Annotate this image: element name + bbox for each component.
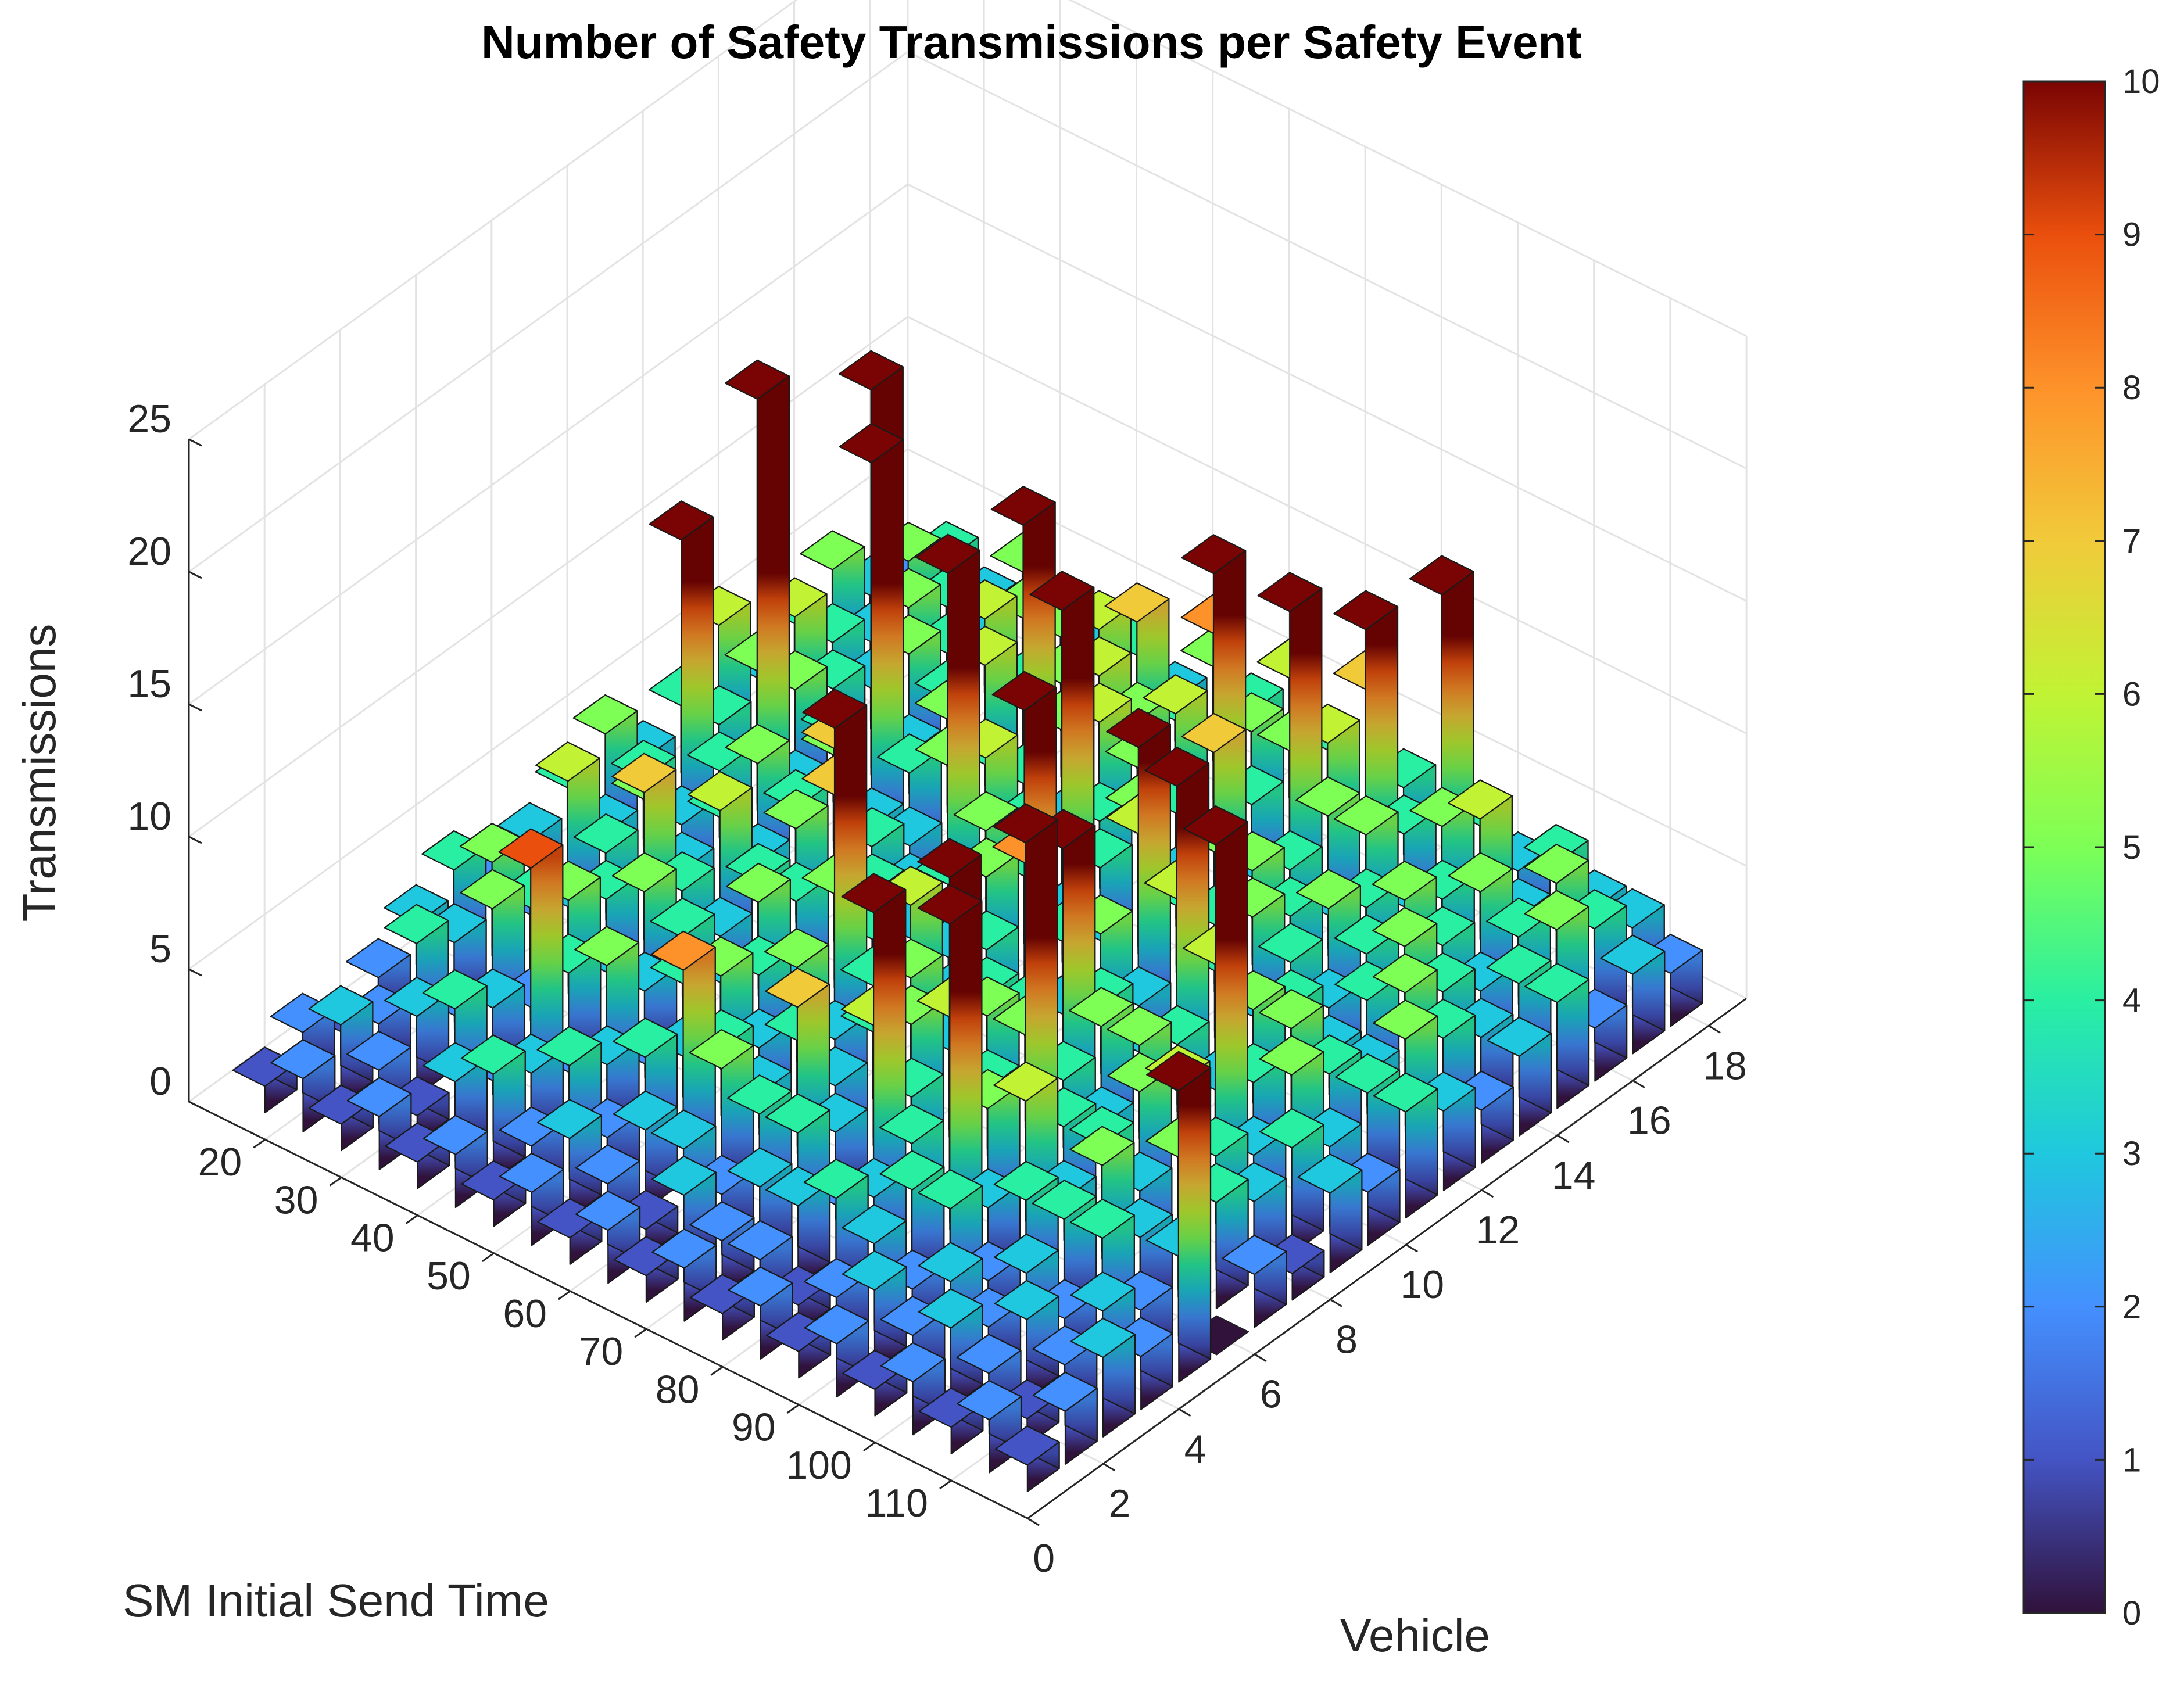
colorbar-tick-label: 3: [2122, 1135, 2141, 1173]
colorbar: 0 1 2 3 4 5 6 7 8 9 10: [2022, 63, 2160, 1632]
x-tick-label: 90: [732, 1406, 776, 1450]
y-tick-label: 2: [1108, 1482, 1130, 1526]
colorbar-tick-label: 7: [2122, 522, 2141, 560]
bar: [651, 1228, 717, 1322]
y-tick-label: 0: [1033, 1536, 1055, 1580]
x-tick-label: 40: [350, 1216, 395, 1260]
z-tick-label: 0: [149, 1059, 171, 1103]
bar: [1600, 934, 1666, 1055]
y-axis-label: Vehicle: [1340, 1610, 1490, 1661]
y-tick-label: 16: [1627, 1099, 1671, 1143]
bar: [384, 977, 450, 1097]
colorbar-tick-label: 2: [2122, 1288, 2141, 1326]
colorbar-tick-label: 10: [2122, 63, 2160, 101]
bar: [1487, 1016, 1552, 1137]
bar: [423, 1114, 488, 1209]
bar: [460, 1034, 526, 1181]
y-tick-label: 8: [1336, 1317, 1358, 1361]
x-tick-label: 80: [656, 1367, 700, 1411]
y-tick-label: 10: [1400, 1263, 1444, 1307]
y-tick-label: 14: [1552, 1153, 1596, 1198]
x-tick-label: 30: [274, 1178, 318, 1222]
y-tick-label: 18: [1703, 1044, 1747, 1088]
colorbar-tick-label: 1: [2122, 1441, 2141, 1479]
bar: [499, 1152, 564, 1246]
x-tick-label: 50: [427, 1254, 471, 1298]
bars: [232, 350, 1703, 1493]
x-tick-label: 100: [786, 1443, 851, 1487]
bar: [1222, 1235, 1287, 1328]
y-tick-label: 6: [1260, 1372, 1282, 1417]
bar: [1032, 1371, 1098, 1465]
chart-title: Number of Safety Transmissions per Safet…: [481, 16, 1582, 68]
x-tick-label: 70: [579, 1329, 624, 1374]
bar: [1373, 1072, 1438, 1219]
bar: [1070, 1317, 1136, 1438]
x-tick-label: 110: [865, 1481, 928, 1525]
y-tick-label: 4: [1184, 1427, 1206, 1471]
bar: [1146, 1051, 1212, 1383]
x-tick-label: 20: [198, 1140, 242, 1184]
bar: [1297, 1153, 1363, 1274]
y-tick-label: 12: [1476, 1208, 1520, 1252]
x-axis-label: SM Initial Send Time: [123, 1575, 549, 1626]
bar: [994, 1425, 1060, 1493]
z-tick-label: 10: [127, 794, 171, 838]
colorbar-tick-label: 0: [2122, 1594, 2141, 1632]
bar: [1562, 988, 1628, 1082]
colorbar-tick-label: 9: [2122, 216, 2141, 254]
colorbar-gradient: [2022, 80, 2106, 1614]
bar: [1183, 805, 1248, 1217]
colorbar-tick-label: 8: [2122, 369, 2141, 407]
z-tick-label: 15: [127, 662, 171, 706]
z-tick-label: 5: [149, 927, 171, 971]
bar: [1335, 1152, 1401, 1246]
colorbar-tick-label: 5: [2122, 829, 2141, 866]
z-tick-label: 20: [127, 529, 171, 573]
bar: [1108, 1317, 1174, 1410]
colorbar-tick-label: 6: [2122, 675, 2141, 713]
z-tick-label: 25: [127, 397, 171, 441]
bar: [1524, 963, 1590, 1109]
x-tick-label: 60: [503, 1292, 547, 1336]
colorbar-tick-label: 4: [2122, 982, 2141, 1020]
z-axis-label: Transmissions: [13, 624, 65, 922]
